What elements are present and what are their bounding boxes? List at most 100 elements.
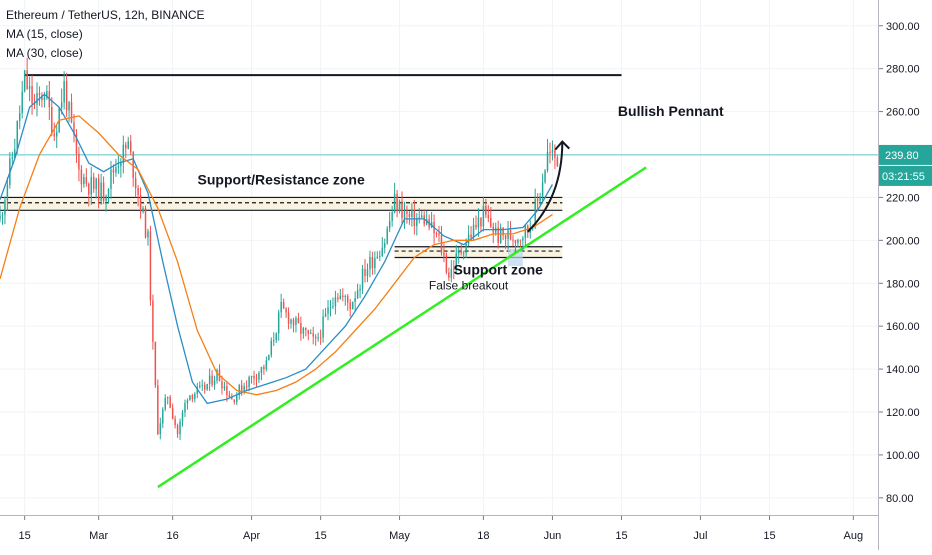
candle-down xyxy=(448,272,450,278)
candle-up xyxy=(344,295,347,297)
candle-up xyxy=(361,268,364,289)
current-price-tag xyxy=(879,144,932,165)
candle-up xyxy=(310,333,312,335)
candle-up xyxy=(379,255,381,257)
candle-down xyxy=(371,256,374,269)
x-tick-label: Apr xyxy=(243,530,260,542)
candle-down xyxy=(211,375,213,385)
y-tick-label: 220.00 xyxy=(886,192,920,204)
y-tick-label: 120.00 xyxy=(886,407,920,419)
candle-down xyxy=(73,122,75,135)
candle-down xyxy=(26,70,28,89)
legend: Ethereum / TetherUS, 12h, BINANCE MA (15… xyxy=(6,6,205,63)
candle-down xyxy=(139,195,142,212)
y-tick-label: 200.00 xyxy=(886,235,920,247)
candle-up xyxy=(184,403,186,413)
candle-up xyxy=(322,316,324,338)
x-tick-label: 15 xyxy=(615,530,627,542)
candle-down xyxy=(485,205,487,216)
trend-lines xyxy=(0,74,878,489)
candle-up xyxy=(302,327,305,334)
candle-down xyxy=(233,399,236,403)
candle-up xyxy=(354,298,356,303)
indicator-ma15[interactable]: MA (15, close) xyxy=(6,27,83,41)
candle-down xyxy=(97,178,100,201)
x-tick-label: Jul xyxy=(693,530,707,542)
arrow-head-icon xyxy=(554,140,571,151)
candle-down xyxy=(396,193,398,212)
x-tick-label: 15 xyxy=(19,530,31,542)
y-tick-label: 180.00 xyxy=(886,278,920,290)
candle-down xyxy=(413,209,416,227)
annotation-label: Support/Resistance zone xyxy=(198,172,365,188)
y-tick-label: 280.00 xyxy=(886,64,920,76)
candle-up xyxy=(324,313,327,317)
candle-down xyxy=(125,144,127,149)
candle-down xyxy=(549,151,551,153)
candle-up xyxy=(539,196,541,201)
candle-up xyxy=(186,400,189,404)
candle-down xyxy=(312,333,314,337)
candle-down xyxy=(536,199,539,201)
candle-down xyxy=(253,375,255,379)
candle-down xyxy=(31,86,33,104)
candle-up xyxy=(181,412,184,422)
candle-up xyxy=(280,302,282,313)
x-tick-label: 18 xyxy=(477,530,489,542)
candle-up xyxy=(23,70,26,92)
candle-down xyxy=(171,407,174,419)
candle-down xyxy=(497,227,499,243)
candle-up xyxy=(268,355,270,361)
candle-down xyxy=(292,319,295,325)
candle-up xyxy=(16,120,19,150)
candles xyxy=(0,57,559,440)
candle-up xyxy=(369,256,371,270)
candle-up xyxy=(223,386,226,389)
candle-up xyxy=(546,151,549,171)
candle-down xyxy=(364,268,366,276)
candle-up xyxy=(327,307,329,314)
candle-down xyxy=(342,295,344,297)
candle-up xyxy=(332,306,334,308)
candle-down xyxy=(53,133,55,137)
candle-down xyxy=(519,239,522,241)
candle-up xyxy=(524,225,527,239)
symbol-title[interactable]: Ethereum / TetherUS, 12h, BINANCE xyxy=(6,8,205,22)
candle-up xyxy=(260,366,263,374)
candle-down xyxy=(440,234,443,253)
candle-down xyxy=(38,93,41,96)
candle-up xyxy=(208,375,211,384)
countdown-label: 03:21:55 xyxy=(882,171,925,183)
candle-up xyxy=(393,193,396,213)
x-tick-label: Mar xyxy=(89,530,108,542)
candle-down xyxy=(240,385,243,393)
candle-up xyxy=(366,269,369,276)
candle-down xyxy=(490,218,492,227)
candle-up xyxy=(60,102,63,108)
candle-up xyxy=(95,178,97,190)
candle-up xyxy=(142,208,144,212)
candle-up xyxy=(499,227,502,243)
candle-up xyxy=(541,182,544,197)
candle-up xyxy=(162,409,164,424)
candle-down xyxy=(435,233,438,235)
candle-up xyxy=(105,196,107,201)
candle-up xyxy=(398,201,401,212)
candle-up xyxy=(248,376,250,387)
candle-up xyxy=(196,387,199,394)
candle-up xyxy=(450,268,453,278)
candle-up xyxy=(68,102,70,111)
candle-down xyxy=(319,337,322,339)
x-tick-label: 16 xyxy=(167,530,179,542)
candle-up xyxy=(21,91,23,114)
candle-down xyxy=(502,227,504,236)
candle-up xyxy=(517,239,519,243)
candle-up xyxy=(46,91,48,98)
candle-down xyxy=(80,169,83,185)
indicator-ma30[interactable]: MA (30, close) xyxy=(6,46,83,60)
candle-up xyxy=(295,318,297,325)
candle-down xyxy=(174,418,176,426)
